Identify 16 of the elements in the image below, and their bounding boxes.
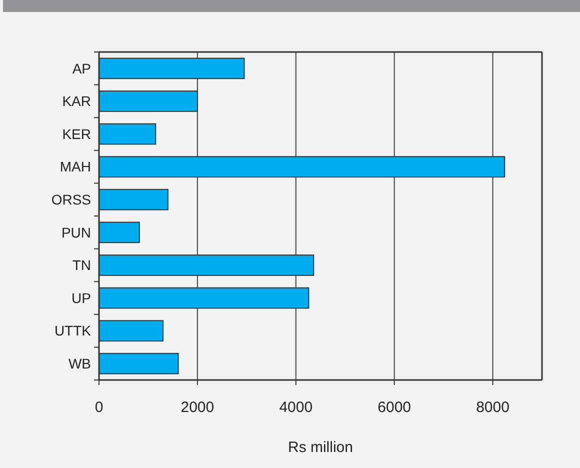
- y-tick-label: KER: [62, 126, 91, 142]
- y-tick-label: AP: [72, 60, 91, 76]
- y-tick-label: ORSS: [51, 192, 91, 208]
- x-tick-label: 4000: [279, 399, 313, 416]
- x-axis-title: Rs million: [288, 439, 354, 456]
- x-tick-label: 0: [94, 399, 104, 416]
- y-tick-label: MAH: [60, 158, 91, 175]
- y-tick-label: KAR: [62, 93, 91, 110]
- x-tick-label: 2000: [180, 399, 214, 416]
- y-tick-label: PUN: [61, 224, 91, 240]
- y-tick-label: TN: [72, 257, 91, 274]
- y-tick-label: UP: [72, 290, 91, 306]
- x-tick-label: 8000: [476, 399, 510, 416]
- y-tick-label: UTTK: [54, 322, 92, 339]
- y-tick-label: WB: [68, 356, 91, 372]
- x-tick-label: 6000: [378, 399, 412, 416]
